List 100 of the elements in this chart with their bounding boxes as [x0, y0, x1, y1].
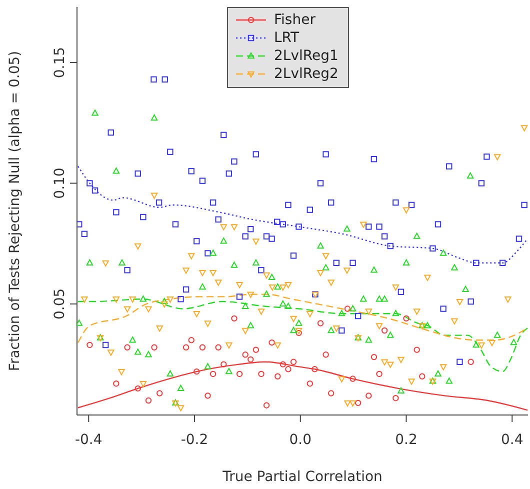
point	[151, 344, 158, 350]
point	[290, 358, 297, 365]
point	[220, 238, 227, 244]
point	[86, 259, 94, 266]
point	[349, 305, 356, 312]
legend-label: 2LvlReg2	[274, 65, 338, 83]
y-tick-label: 0.15	[52, 46, 68, 78]
point	[462, 286, 469, 292]
point	[370, 354, 378, 360]
point	[472, 341, 480, 348]
point	[92, 110, 98, 116]
point	[290, 326, 297, 334]
y-axis-title: Fraction of Tests Rejecting Null (alpha = 0.05)	[6, 50, 23, 372]
point	[77, 320, 82, 326]
point	[182, 344, 190, 350]
point	[268, 339, 275, 346]
point	[160, 298, 168, 304]
point	[215, 344, 222, 350]
point	[451, 264, 458, 270]
point	[434, 370, 442, 377]
point	[199, 283, 206, 290]
point	[366, 392, 372, 399]
legend-label: Fisher	[274, 11, 316, 29]
point	[466, 172, 474, 179]
point	[263, 402, 270, 408]
point	[268, 274, 276, 280]
legend-label: 2LvlReg1	[274, 47, 338, 65]
point	[280, 300, 286, 307]
point	[86, 342, 93, 348]
point	[134, 348, 142, 355]
point	[285, 366, 292, 372]
point	[376, 296, 383, 302]
point	[242, 302, 249, 309]
point	[338, 310, 346, 316]
point	[204, 392, 211, 399]
point	[419, 373, 426, 380]
point	[150, 114, 158, 121]
point	[494, 332, 501, 338]
point	[188, 337, 194, 344]
point	[230, 262, 238, 268]
point	[113, 380, 120, 387]
point	[204, 363, 212, 370]
point	[231, 315, 238, 322]
point	[402, 259, 410, 266]
y-tick-label: 0.10	[52, 168, 68, 199]
y-tick-label: 0.05	[52, 288, 68, 320]
point	[258, 370, 264, 378]
point	[248, 356, 254, 363]
point	[247, 322, 254, 328]
point	[306, 380, 314, 387]
point	[166, 370, 174, 377]
point	[194, 368, 200, 375]
x-axis-title: True Partial Correlation	[222, 469, 382, 485]
point	[446, 378, 452, 384]
point	[118, 259, 126, 266]
point	[387, 332, 394, 338]
point	[322, 352, 329, 358]
point	[280, 361, 286, 368]
point	[328, 326, 334, 334]
point	[177, 384, 184, 392]
point	[376, 370, 382, 378]
point	[414, 346, 420, 353]
point	[312, 366, 318, 372]
point	[284, 302, 292, 309]
legend-label: LRT	[274, 29, 300, 47]
point	[156, 390, 163, 396]
point	[252, 259, 260, 266]
point	[328, 390, 334, 396]
point	[468, 358, 474, 365]
point	[124, 344, 130, 350]
point	[145, 397, 152, 404]
x-tick-label: -0.2	[180, 432, 208, 448]
point	[350, 376, 356, 382]
point	[274, 283, 281, 290]
point	[365, 336, 372, 343]
point	[413, 232, 420, 239]
point	[424, 322, 431, 328]
point	[344, 306, 351, 312]
point	[210, 250, 216, 256]
point	[322, 264, 330, 270]
point	[134, 385, 141, 392]
x-tick-label: -0.4	[74, 432, 102, 448]
point	[263, 290, 270, 297]
point	[440, 250, 447, 256]
point	[145, 351, 152, 358]
point	[236, 370, 243, 378]
point	[252, 346, 260, 353]
point	[317, 242, 324, 249]
point	[210, 370, 216, 378]
point	[370, 266, 378, 273]
point	[140, 296, 147, 302]
point	[242, 352, 248, 358]
point	[295, 320, 302, 326]
point	[129, 336, 136, 343]
x-tick-label: 0.0	[289, 432, 312, 448]
point	[392, 310, 400, 316]
x-tick-label: 0.4	[500, 432, 524, 448]
point	[381, 327, 388, 334]
point	[398, 387, 404, 394]
point	[354, 400, 362, 406]
